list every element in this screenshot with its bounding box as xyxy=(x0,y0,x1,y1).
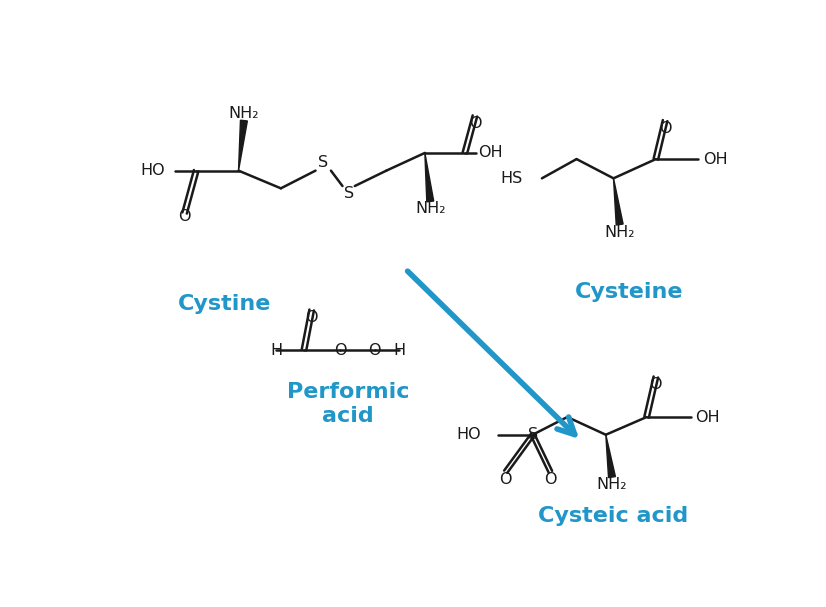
Text: NH₂: NH₂ xyxy=(596,477,627,492)
Text: Cystine: Cystine xyxy=(178,294,272,314)
Text: Cysteine: Cysteine xyxy=(575,282,683,302)
Text: O: O xyxy=(368,342,381,358)
Text: O: O xyxy=(544,472,557,487)
Text: HO: HO xyxy=(140,163,165,178)
Text: O: O xyxy=(500,472,512,487)
Text: Cysteic acid: Cysteic acid xyxy=(539,506,689,526)
Text: NH₂: NH₂ xyxy=(605,225,635,240)
Text: O: O xyxy=(334,342,346,358)
Text: OH: OH xyxy=(695,410,719,424)
Text: H: H xyxy=(270,342,282,358)
Text: O: O xyxy=(178,209,191,224)
Polygon shape xyxy=(425,153,434,202)
Text: HS: HS xyxy=(501,171,523,186)
Text: H: H xyxy=(393,342,406,358)
Text: O: O xyxy=(659,121,672,135)
Polygon shape xyxy=(614,178,623,225)
Text: Performic
acid: Performic acid xyxy=(287,382,409,426)
Text: NH₂: NH₂ xyxy=(415,202,445,217)
Text: O: O xyxy=(468,116,482,131)
Polygon shape xyxy=(605,435,615,478)
Text: S: S xyxy=(528,427,538,443)
Text: S: S xyxy=(318,155,328,171)
Text: HO: HO xyxy=(457,427,481,443)
Text: O: O xyxy=(649,377,662,392)
Text: OH: OH xyxy=(478,146,503,160)
Text: S: S xyxy=(344,186,354,202)
Text: OH: OH xyxy=(703,152,728,166)
Text: NH₂: NH₂ xyxy=(229,106,259,121)
Text: O: O xyxy=(306,310,318,325)
Polygon shape xyxy=(239,120,247,171)
